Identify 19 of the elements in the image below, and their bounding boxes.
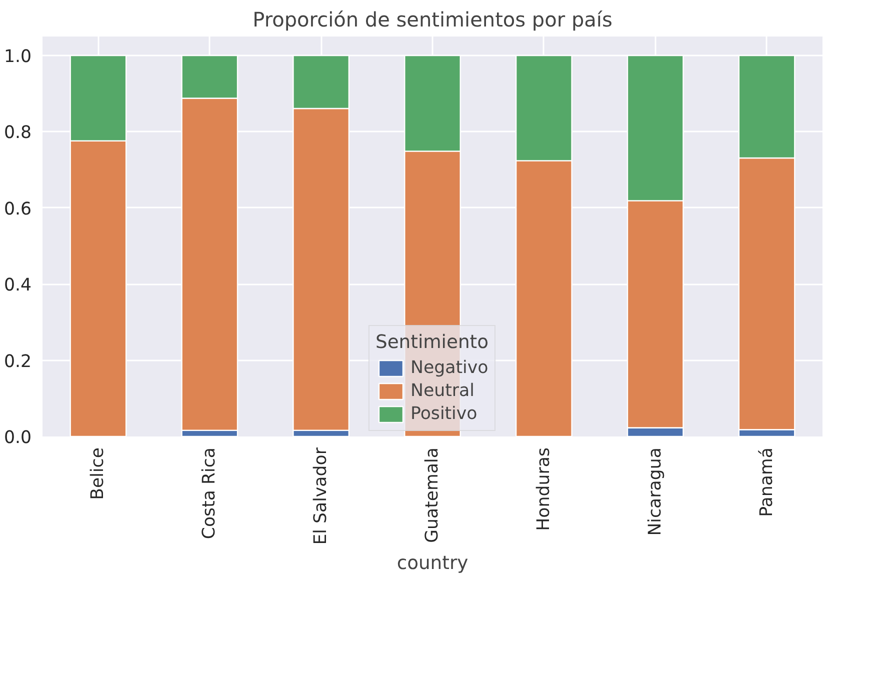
y-tick-label: 1.0: [4, 47, 32, 68]
y-tick-label: 0.4: [4, 276, 32, 296]
x-tick-label: El Salvador: [311, 446, 332, 545]
y-tick-label: 0.8: [4, 123, 32, 144]
x-tick-label: Nicaragua: [645, 448, 666, 536]
x-tick-label: Guatemala: [422, 447, 442, 543]
x-axis-title: country: [396, 552, 468, 574]
x-tick-label: Costa Rica: [200, 447, 220, 540]
x-tick-label: Honduras: [534, 447, 554, 531]
legend-title: Sentimiento: [375, 332, 489, 353]
chart-title: Proporción de sentimientos por país: [252, 8, 612, 32]
legend-label: Neutral: [410, 381, 474, 401]
legend-label: Negativo: [410, 358, 488, 378]
x-tick-label: Panamá: [756, 448, 777, 517]
x-tick-label: Belice: [88, 447, 108, 500]
y-tick-label: 0.2: [4, 352, 32, 372]
y-tick-label: 0.6: [4, 199, 32, 220]
y-tick-label: 0.0: [4, 428, 32, 448]
legend-label: Positivo: [410, 404, 478, 424]
